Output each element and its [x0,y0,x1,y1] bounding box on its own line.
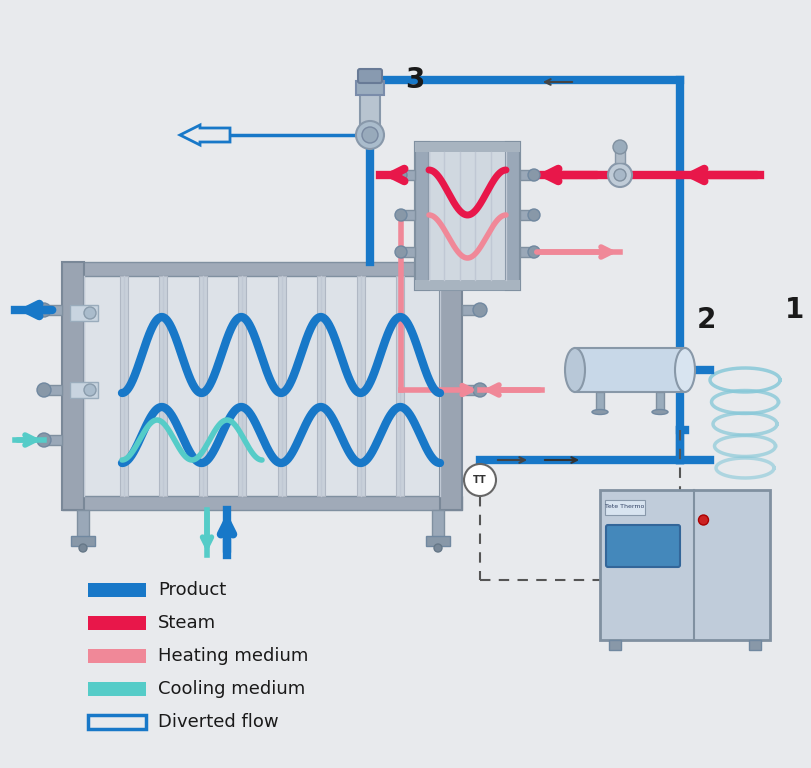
Bar [62,262,462,276]
Text: Cooling medium: Cooling medium [158,680,305,698]
Circle shape [356,121,384,149]
Bar [119,276,127,496]
Bar [615,147,625,163]
Bar [397,276,405,496]
Circle shape [79,544,87,552]
Bar [506,142,520,290]
Circle shape [464,464,496,496]
Bar [401,210,415,220]
Text: 3: 3 [405,66,424,94]
Bar [600,490,770,640]
Bar [401,247,415,257]
Bar [71,536,95,546]
Ellipse shape [592,409,608,415]
Bar [520,170,534,180]
Bar [575,348,685,392]
Text: Steam: Steam [158,614,216,632]
Bar [432,510,444,538]
Bar [520,247,534,257]
Ellipse shape [675,348,695,392]
Bar [656,392,664,412]
Circle shape [528,246,540,258]
Bar [440,262,462,510]
Ellipse shape [565,348,585,392]
Circle shape [614,169,626,181]
Bar [44,305,62,315]
Text: Heating medium: Heating medium [158,647,308,665]
Bar [88,715,146,729]
Bar [88,682,146,696]
Bar [77,510,89,538]
Bar [317,276,325,496]
Bar [199,276,207,496]
FancyBboxPatch shape [358,69,382,83]
Bar [596,392,604,412]
Circle shape [613,140,627,154]
Bar [278,276,285,496]
Bar [357,276,365,496]
Bar [44,435,62,445]
Circle shape [473,303,487,317]
Text: Diverted flow: Diverted flow [158,713,279,731]
FancyArrow shape [180,125,230,145]
Bar [88,649,146,663]
FancyBboxPatch shape [606,525,680,567]
Circle shape [37,433,51,447]
Text: Product: Product [158,581,226,599]
Text: 1: 1 [785,296,805,324]
Bar [426,536,450,546]
Ellipse shape [652,409,668,415]
Bar [462,305,480,315]
Bar [415,142,429,290]
Circle shape [434,544,442,552]
Circle shape [362,127,378,143]
Bar [159,276,167,496]
Text: TT: TT [473,475,487,485]
Bar [62,496,462,510]
Bar [356,81,384,95]
Text: 2: 2 [697,306,716,334]
Circle shape [698,515,709,525]
Circle shape [84,307,96,319]
Bar [520,210,534,220]
Bar [62,262,84,510]
Bar [749,640,761,650]
Circle shape [473,383,487,397]
Text: Tete Thermo: Tete Thermo [605,505,645,509]
Bar [70,305,98,321]
Circle shape [395,169,407,181]
Bar [70,382,98,398]
Bar [401,170,415,180]
Circle shape [528,209,540,221]
Circle shape [37,383,51,397]
Bar [238,276,247,496]
Bar [415,280,520,290]
Circle shape [37,303,51,317]
Bar [605,500,645,515]
Bar [62,262,462,510]
Bar [88,583,146,597]
Bar [609,640,621,650]
Circle shape [395,209,407,221]
Circle shape [395,246,407,258]
Circle shape [608,163,632,187]
Bar [44,385,62,395]
Bar [462,385,480,395]
Circle shape [84,384,96,396]
Bar [88,616,146,630]
Circle shape [528,169,540,181]
Bar [415,142,520,290]
Bar [415,142,520,152]
Bar [360,90,380,125]
